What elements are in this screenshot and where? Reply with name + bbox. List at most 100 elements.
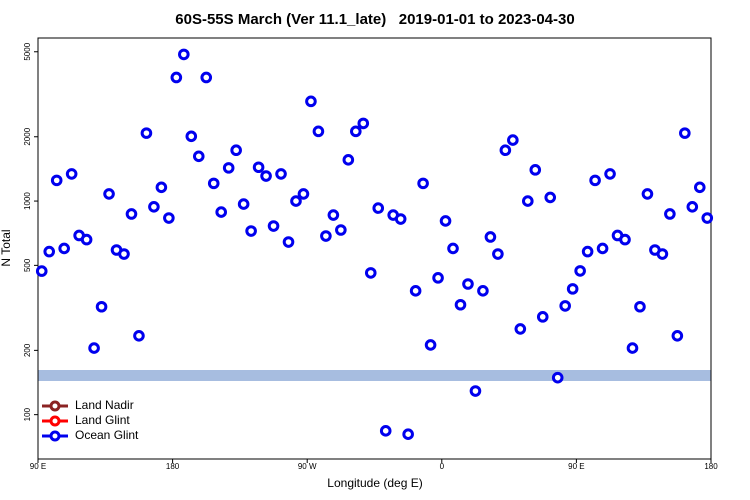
y-tick-label: 500	[23, 258, 32, 272]
point	[170, 71, 183, 84]
point	[379, 425, 392, 437]
point	[499, 144, 512, 157]
point	[581, 245, 594, 258]
point	[671, 329, 684, 342]
point	[335, 224, 347, 236]
point	[619, 233, 631, 246]
point	[477, 285, 489, 297]
plot-frame	[37, 37, 712, 460]
point	[447, 242, 459, 255]
point	[679, 127, 691, 139]
point	[252, 161, 265, 174]
gap-band	[38, 370, 711, 381]
point	[140, 127, 153, 139]
point	[424, 339, 437, 351]
point	[521, 195, 534, 207]
legend-marker	[49, 430, 61, 442]
point	[222, 162, 235, 174]
point	[327, 209, 340, 221]
point	[95, 300, 108, 313]
point	[693, 181, 706, 194]
legend-label: Ocean Glint	[75, 428, 139, 442]
point	[245, 225, 257, 237]
point	[634, 300, 646, 313]
point	[342, 154, 355, 166]
point	[409, 285, 422, 297]
x-tick-label: 90 W	[298, 462, 317, 471]
y-tick-label: 5000	[23, 42, 32, 60]
point	[529, 164, 542, 176]
point	[237, 198, 250, 210]
point	[58, 242, 70, 255]
legend-marker	[49, 415, 61, 427]
point	[417, 177, 429, 190]
point	[507, 134, 519, 146]
legend-label: Land Nadir	[75, 398, 134, 412]
point	[626, 342, 639, 354]
point	[267, 220, 280, 232]
point	[192, 150, 205, 163]
point	[536, 311, 549, 323]
point	[589, 174, 601, 187]
x-tick-label: 180	[166, 462, 180, 471]
point	[350, 125, 362, 138]
x-tick-label: 90 E	[568, 462, 584, 471]
chart-title: 60S-55S March (Ver 11.1_late) 2019-01-01…	[175, 11, 574, 28]
point	[35, 265, 48, 277]
point	[544, 191, 557, 204]
point	[43, 245, 56, 258]
point	[275, 168, 287, 180]
point	[514, 323, 527, 335]
point	[432, 272, 444, 284]
point	[402, 428, 414, 441]
point	[290, 195, 302, 207]
y-tick-label: 200	[23, 343, 32, 357]
point	[656, 248, 669, 260]
point	[282, 236, 295, 248]
point	[103, 188, 115, 200]
point	[133, 329, 145, 342]
point	[686, 201, 699, 213]
point	[178, 48, 190, 61]
point	[454, 298, 467, 311]
point	[80, 233, 93, 246]
point	[372, 202, 385, 214]
point	[88, 342, 100, 354]
y-tick-label: 1000	[23, 192, 32, 210]
point	[469, 385, 482, 397]
point	[155, 181, 168, 194]
point	[200, 71, 213, 84]
point	[484, 231, 497, 243]
y-tick-label: 100	[23, 407, 32, 421]
point	[574, 265, 586, 277]
y-axis-label: N Total	[0, 229, 13, 266]
point	[320, 230, 332, 242]
point	[641, 188, 654, 200]
point	[559, 300, 571, 312]
point	[462, 278, 474, 290]
legend-label: Land Glint	[75, 413, 130, 427]
point	[364, 267, 377, 279]
point	[664, 208, 676, 220]
point	[596, 242, 609, 255]
point	[148, 201, 160, 213]
point	[118, 248, 130, 260]
point	[312, 125, 325, 138]
point	[492, 248, 504, 260]
x-tick-label: 180	[704, 462, 718, 471]
point	[701, 212, 714, 224]
point	[305, 95, 317, 108]
y-tick-label: 2000	[23, 127, 32, 145]
point	[439, 215, 452, 227]
point	[207, 177, 220, 190]
point	[394, 213, 407, 225]
point	[185, 130, 198, 143]
x-axis-label: Longitude (deg E)	[327, 476, 422, 490]
x-tick-label: 90 E	[30, 462, 46, 471]
point	[50, 174, 63, 187]
point	[297, 188, 310, 200]
point	[551, 371, 564, 384]
point	[125, 208, 138, 220]
